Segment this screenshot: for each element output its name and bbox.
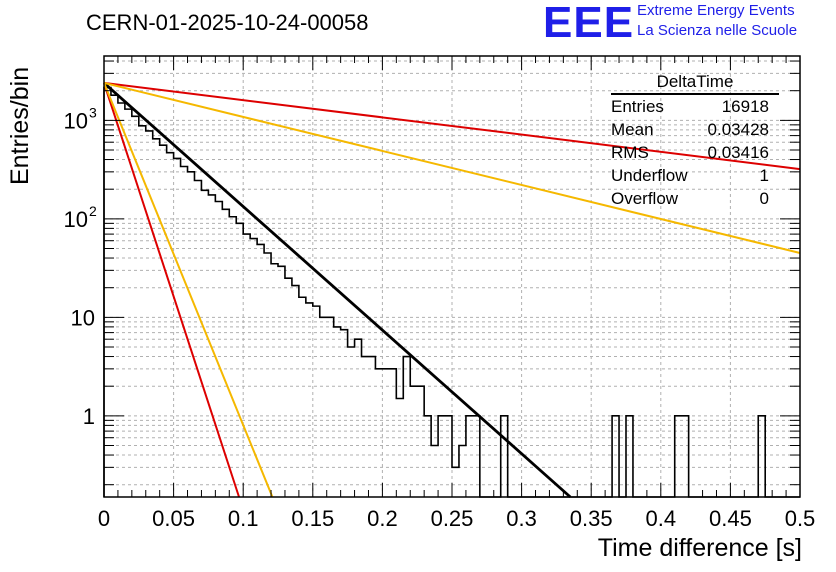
stats-row-overflow: Overflow 0 [611, 187, 779, 210]
stats-label: Mean [611, 120, 654, 139]
stats-box: DeltaTime Entries 16918 Mean 0.03428 RMS… [611, 72, 779, 210]
y-tick-label: 10 [71, 305, 95, 330]
x-tick-label: 0.5 [785, 506, 816, 531]
stats-title: DeltaTime [611, 72, 779, 95]
stats-row-entries: Entries 16918 [611, 95, 779, 118]
stats-row-underflow: Underflow 1 [611, 164, 779, 187]
curve-orange-steep [103, 82, 274, 498]
x-tick-label: 0.2 [367, 506, 398, 531]
y-tick-exponent: 2 [89, 203, 97, 219]
x-axis-label: Time difference [s] [597, 534, 802, 562]
x-tick-label: 0 [98, 506, 110, 531]
x-tick-label: 0.05 [152, 506, 195, 531]
curve-red-steep [103, 82, 240, 498]
x-tick-label: 0.3 [506, 506, 537, 531]
stats-label: Entries [611, 97, 664, 116]
stats-value: 1 [759, 166, 769, 185]
eee-logo-line1: Extreme Energy Events [637, 2, 795, 19]
stats-value: 0.03428 [707, 120, 769, 139]
x-tick-label: 0.1 [228, 506, 259, 531]
stats-row-rms: RMS 0.03416 [611, 141, 779, 164]
stats-value: 0 [759, 189, 769, 208]
x-tick-label: 0.4 [646, 506, 677, 531]
y-tick-label: 10 [64, 108, 88, 133]
curve-orange-shallow [103, 81, 801, 254]
stats-label: Overflow [611, 189, 679, 208]
run-title: CERN-01-2025-10-24-00058 [86, 10, 369, 35]
y-tick-exponent: 3 [89, 104, 97, 120]
eee-logo-line2: La Scienza nelle Scuole [637, 22, 798, 39]
stats-value: 16918 [721, 97, 769, 116]
y-tick-label: 10 [64, 207, 88, 232]
curve-exponential-fit [103, 81, 572, 499]
stats-value: 0.03416 [707, 143, 769, 162]
y-tick-label: 1 [83, 404, 95, 429]
eee-logo: EEE [543, 0, 635, 47]
stats-label: RMS [611, 143, 649, 162]
curve-red-shallow [103, 81, 801, 171]
x-tick-label: 0.35 [570, 506, 613, 531]
stats-label: Underflow [611, 166, 688, 185]
stats-row-mean: Mean 0.03428 [611, 118, 779, 141]
y-axis-label: Entries/bin [6, 66, 34, 185]
x-tick-label: 0.25 [431, 506, 474, 531]
x-tick-label: 0.15 [291, 506, 334, 531]
x-tick-label: 0.45 [709, 506, 752, 531]
